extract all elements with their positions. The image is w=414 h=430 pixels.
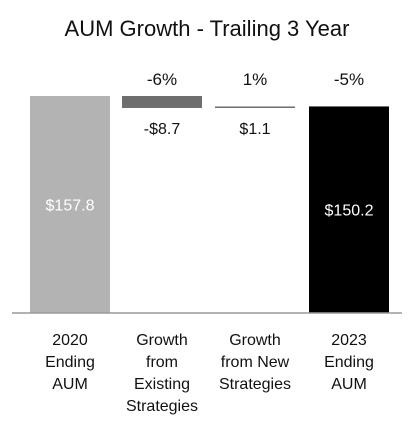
category-label-2-line-2: from: [146, 354, 178, 371]
chart-title: AUM Growth - Trailing 3 Year: [65, 16, 350, 41]
category-label-2-line-1: Growth: [136, 332, 188, 349]
category-label-3-line-2: from New: [221, 354, 290, 371]
percent-label-3: 1%: [243, 70, 268, 89]
bar-1: [30, 96, 110, 313]
value-label-1: $157.8: [46, 198, 95, 215]
category-label-2-line-3: Existing: [134, 376, 190, 393]
value-label-3: $1.1: [239, 121, 270, 138]
value-label-2: -$8.7: [144, 121, 181, 138]
value-label-4: $150.2: [325, 203, 374, 220]
category-label-4-line-1: 2023: [331, 332, 367, 349]
bar-3: [215, 106, 295, 108]
percent-label-4: -5%: [334, 70, 364, 89]
category-label-3-line-1: Growth: [229, 332, 281, 349]
bar-2: [122, 96, 202, 108]
category-label-2-line-4: Strategies: [126, 398, 198, 415]
category-label-1-line-3: AUM: [52, 376, 88, 393]
category-label-3-line-3: Strategies: [219, 376, 291, 393]
category-label-4-line-2: Ending: [324, 354, 374, 371]
category-label-1-line-2: Ending: [45, 354, 95, 371]
category-label-4-line-3: AUM: [331, 376, 367, 393]
bar-4: [309, 106, 389, 313]
category-label-1-line-1: 2020: [52, 332, 88, 349]
percent-label-2: -6%: [147, 70, 177, 89]
